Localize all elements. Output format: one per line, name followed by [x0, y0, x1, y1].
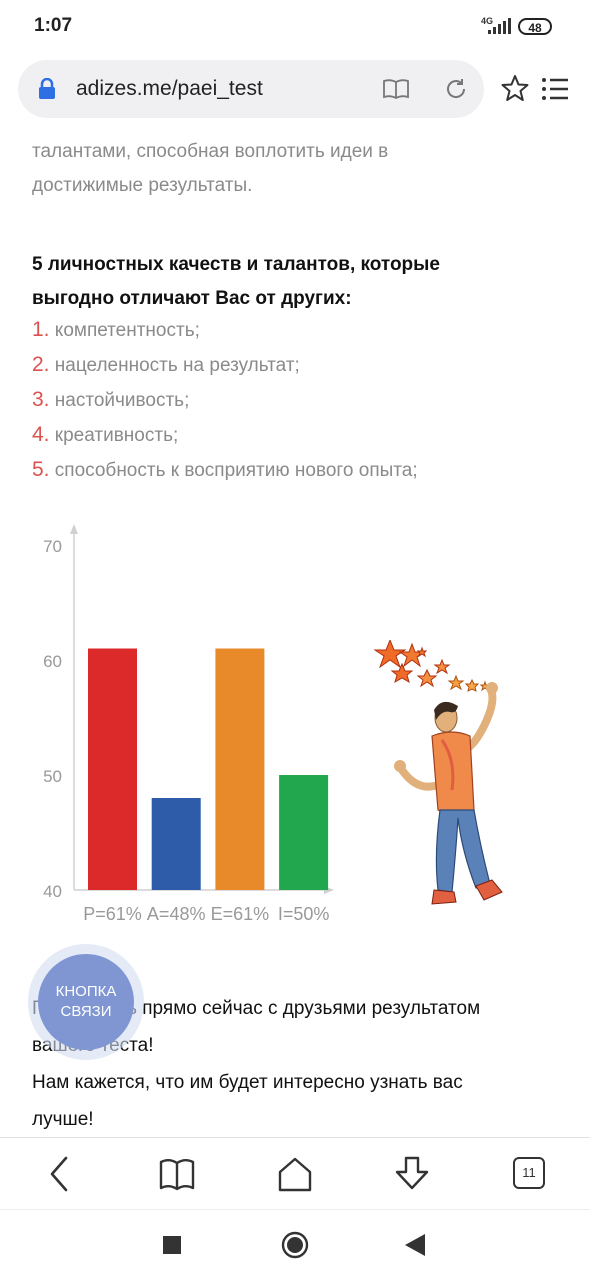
reader-mode-icon[interactable] [382, 78, 410, 100]
x-tick-label: E=61% [211, 904, 270, 924]
recents-icon[interactable] [163, 1236, 181, 1254]
bar-2 [151, 798, 201, 890]
bar-1 [88, 648, 137, 890]
list-number: 3. [32, 388, 50, 411]
list-number: 5. [32, 458, 50, 481]
list-number: 2. [32, 353, 50, 376]
system-home-icon[interactable] [281, 1231, 309, 1259]
download-icon[interactable] [393, 1154, 431, 1194]
tabs-count: 11 [522, 1165, 536, 1180]
intro-line: достижимые результаты. [32, 175, 253, 196]
bookmarks-icon[interactable] [158, 1154, 196, 1194]
home-icon[interactable] [276, 1154, 314, 1194]
share-line: лучше! [32, 1109, 94, 1130]
battery-indicator: 48 [518, 18, 552, 35]
system-back-icon[interactable] [405, 1234, 425, 1256]
intro-line: талантами, способная воплотить идеи в [32, 141, 389, 162]
list-item: 2. нацеленность на результат; [32, 353, 418, 388]
browser-nav-bar: 11 [0, 1137, 590, 1210]
heading-line: выгодно отличают Вас от других: [32, 288, 352, 309]
share-line: Нам кажется, что им будет интересно узна… [32, 1072, 463, 1093]
paei-bar-chart: 70 60 50 40 P=61% A=48% E=61% I=50% [43, 524, 334, 924]
battery-level: 48 [528, 21, 542, 35]
list-item: 3. настойчивость; [32, 388, 418, 423]
reload-icon[interactable] [444, 77, 468, 101]
signal-icon [488, 18, 511, 34]
qualities-heading: 5 личностных качеств и талантов, которые… [32, 248, 552, 316]
address-bar[interactable]: adizes.me/paei_test [18, 60, 484, 118]
list-text: настойчивость; [54, 390, 190, 411]
network-type: 4G [481, 16, 494, 26]
list-text: креативность; [54, 425, 179, 446]
list-number: 4. [32, 423, 50, 446]
contact-button-label: КНОПКА [55, 983, 117, 1000]
list-text: нацеленность на результат; [54, 355, 300, 376]
list-item: 5. способность к восприятию нового опыта… [32, 458, 418, 493]
list-number: 1. [32, 318, 50, 341]
y-tick-label: 70 [43, 537, 62, 556]
y-tick-label: 60 [43, 652, 62, 671]
list-item: 4. креативность; [32, 423, 418, 458]
list-item: 1. компетентность; [32, 318, 418, 353]
bookmark-star-icon[interactable] [501, 74, 529, 102]
x-tick-label: P=61% [83, 904, 142, 924]
list-text: компетентность; [54, 320, 200, 341]
status-bar: 1:07 4G 48 [0, 0, 590, 54]
back-icon[interactable] [44, 1154, 74, 1194]
system-nav-bar [0, 1209, 590, 1281]
qualities-list: 1. компетентность; 2. нацеленность на ре… [32, 318, 418, 493]
lock-icon [39, 78, 55, 99]
intro-paragraph: талантами, способная воплотить идеи в до… [32, 135, 552, 203]
x-tick-label: A=48% [147, 904, 206, 924]
y-tick-label: 40 [43, 882, 62, 901]
dancing-man-illustration [373, 640, 503, 905]
man-figure [394, 682, 503, 905]
status-time: 1:07 [34, 15, 73, 36]
bar-4 [279, 775, 329, 890]
contact-button-face[interactable]: КНОПКА СВЯЗИ [38, 954, 134, 1050]
url-text[interactable]: adizes.me/paei_test [76, 77, 263, 100]
stars-cluster [373, 640, 491, 692]
bar-3 [215, 648, 265, 890]
list-text: способность к восприятию нового опыта; [54, 460, 418, 481]
heading-line: 5 личностных качеств и талантов, которые [32, 254, 440, 275]
menu-icon[interactable] [541, 77, 569, 101]
y-tick-label: 50 [43, 767, 62, 786]
tabs-button[interactable]: 11 [513, 1157, 545, 1189]
contact-button-label: СВЯЗИ [60, 1003, 112, 1020]
y-axis-arrow [70, 524, 78, 534]
x-tick-label: I=50% [278, 904, 330, 924]
contact-button[interactable]: КНОПКА СВЯЗИ [28, 944, 144, 1060]
